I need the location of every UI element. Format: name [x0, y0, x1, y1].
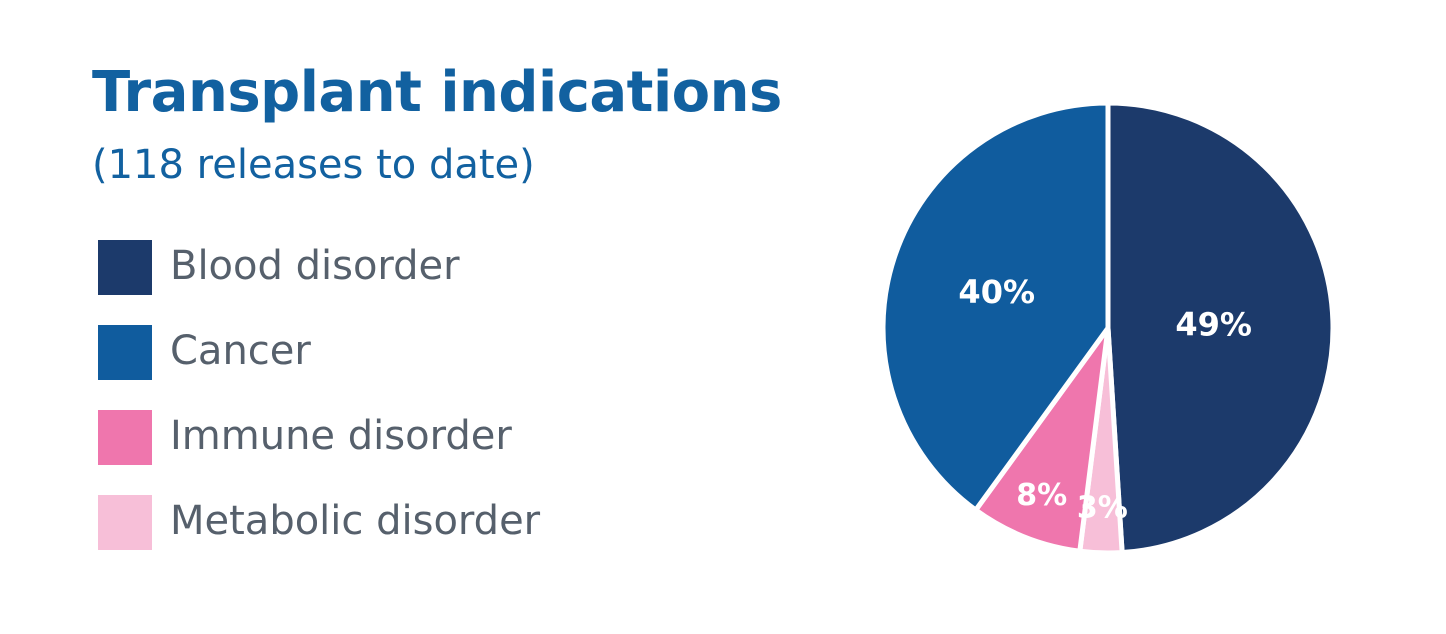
pie-label-blood-disorder: 49%: [1175, 306, 1252, 344]
pie-label-immune-disorder: 8%: [1016, 478, 1067, 513]
legend-swatch-metabolic-disorder: [98, 495, 152, 550]
legend-swatch-cancer: [98, 325, 152, 380]
pie-label-cancer: 40%: [958, 273, 1035, 311]
legend-label-metabolic-disorder: Metabolic disorder: [170, 498, 541, 544]
pie-slices: [880, 100, 1336, 556]
pie-slice-cancer: [880, 100, 1111, 513]
legend-swatch-immune-disorder: [98, 410, 152, 465]
legend-swatch-blood-disorder: [98, 240, 152, 295]
pie-labels: 49% 3% 8% 40%: [958, 273, 1252, 526]
pie-label-metabolic-disorder: 3%: [1077, 490, 1128, 525]
pie-slice-immune-disorder: [973, 325, 1111, 554]
legend-label-cancer: Cancer: [170, 328, 311, 374]
legend-label-immune-disorder: Immune disorder: [170, 413, 512, 459]
chart-title: Transplant indications: [92, 60, 782, 125]
legend-label-blood-disorder: Blood disorder: [170, 243, 460, 289]
pie-slice-blood-disorder: [1105, 100, 1336, 556]
chart-subtitle: (118 releases to date): [92, 142, 535, 188]
